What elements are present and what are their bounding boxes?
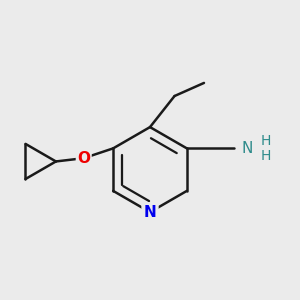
Text: H: H — [260, 134, 271, 148]
Text: N: N — [144, 205, 156, 220]
Text: N: N — [242, 141, 253, 156]
Text: O: O — [77, 151, 90, 166]
Text: H: H — [260, 148, 271, 163]
